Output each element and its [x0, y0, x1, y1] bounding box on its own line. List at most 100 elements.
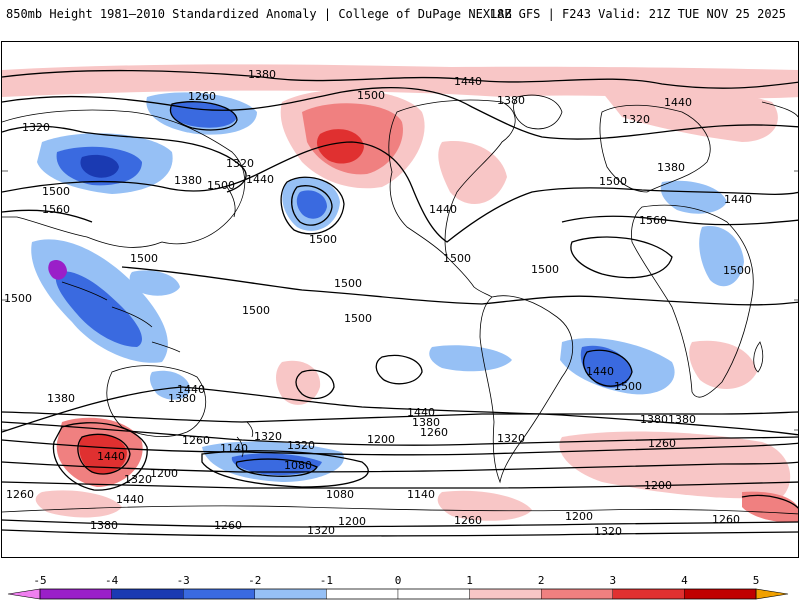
- japan-coast: [226, 186, 236, 218]
- colorbar-tick-label: 1: [466, 574, 473, 587]
- contour-label: 1260: [420, 426, 448, 439]
- map-title: 850mb Height 1981–2010 Standardized Anom…: [6, 7, 512, 21]
- contour-label: 1320: [124, 473, 152, 486]
- contour-label: 1320: [307, 524, 335, 537]
- colorbar-tick-label: -1: [319, 574, 334, 587]
- contour-label: 1320: [594, 525, 622, 538]
- colorbar-segment: [397, 588, 470, 600]
- antarctica-coast: [2, 505, 798, 515]
- contour-label: 1320: [622, 113, 650, 126]
- colorbar-segment: [254, 588, 327, 600]
- contour-label: 1560: [42, 203, 70, 216]
- anomaly-fill-southern-ocean-west: [35, 490, 123, 518]
- contour-label: 1440: [407, 406, 435, 419]
- anomaly-fill-north-pacific-ridge-center: [316, 129, 364, 164]
- contour-1200-south: [2, 481, 798, 489]
- greenland-coast: [513, 94, 563, 130]
- anomaly-fill-north-pacific-cutoff-core: [296, 190, 327, 219]
- colorbar-segment: [612, 588, 685, 600]
- contour-label: 1380: [657, 161, 685, 174]
- contour-label: 1320: [226, 157, 254, 170]
- contour-1140-south: [201, 450, 369, 488]
- colorbar-tick-label: -5: [33, 574, 47, 587]
- contour-label: 1380: [248, 68, 276, 81]
- contour-label: 1440: [586, 365, 614, 378]
- contour-label: 1500: [531, 263, 559, 276]
- contour-label: 1500: [4, 292, 32, 305]
- contour-1500-north: [2, 141, 798, 243]
- colorbar-segment: [326, 588, 399, 600]
- height-contours: [2, 69, 798, 537]
- colorbar-segment: [39, 588, 112, 600]
- map-panel[interactable]: 1380 1440 1260 1320 1500 1380 1320 1440 …: [1, 41, 799, 558]
- anomaly-fill-southern-ocean-trough-core: [231, 453, 322, 476]
- contour-label: 1500: [614, 380, 642, 393]
- contour-1260-bering: [169, 101, 238, 131]
- anomaly-fill-siberian-low-center: [80, 154, 119, 178]
- contour-label: 1260: [214, 519, 242, 532]
- colorbar-tick-label: -4: [104, 574, 119, 587]
- contour-1500-atlantic-high: [570, 236, 673, 279]
- colorbar-segments: [39, 588, 757, 600]
- anomaly-fill-east-pacific-tropics: [429, 345, 512, 372]
- contour-1500-south: [2, 386, 798, 436]
- contour-label: 1500: [723, 264, 751, 277]
- contour-label: 1080: [284, 459, 312, 472]
- contour-label: 1140: [220, 442, 248, 455]
- colorbar-tick-label: 0: [394, 574, 402, 587]
- anomaly-fill-south-atlantic-low-core: [580, 345, 632, 388]
- contour-label: 1200: [338, 515, 366, 528]
- contour-label: 1440: [97, 450, 125, 463]
- contour-label: 1500: [344, 312, 372, 325]
- colorbar-tick-label: -3: [176, 574, 190, 587]
- anomaly-fill-east-atlantic-trough: [660, 180, 727, 214]
- anomaly-fill-south-pacific-low-lat: [276, 360, 321, 405]
- contour-label: 1260: [712, 513, 740, 526]
- contour-1500-tropical: [121, 266, 798, 306]
- frame-ticks: [2, 170, 798, 431]
- contour-label: 1500: [309, 233, 337, 246]
- contour-1380-indian-high: [52, 422, 148, 491]
- contour-label: 1500: [599, 175, 627, 188]
- contour-label: 1380: [174, 174, 202, 187]
- indonesia-islands: [61, 281, 181, 353]
- colorbar-segment: [684, 588, 757, 600]
- south-america-coast: [479, 295, 574, 484]
- contour-label: 1260: [454, 514, 482, 527]
- contour-label: 1200: [565, 510, 593, 523]
- europe-coast: [599, 104, 711, 193]
- colorbar-tick-label: 5: [752, 574, 760, 587]
- colorbar-tick-label: -2: [248, 574, 262, 587]
- contour-label: 1320: [254, 430, 282, 443]
- contour-label: 1440: [664, 96, 692, 109]
- contour-1440-south: [2, 411, 798, 423]
- contour-label: 1440: [246, 173, 274, 186]
- colorbar-arrow-right: [755, 588, 789, 600]
- contour-label: 1380: [640, 413, 668, 426]
- contour-1260-south-far: [2, 519, 798, 528]
- anomaly-fill-maritime-continent-core: [55, 271, 142, 347]
- asia-coast-east: [761, 101, 798, 118]
- colorbar-segment: [541, 588, 614, 600]
- anomaly-fill-africa-interior: [699, 226, 744, 287]
- contour-1260-south: [2, 461, 798, 473]
- contour-1380-south: [2, 421, 798, 446]
- contour-label-layer: 1380 1440 1260 1320 1500 1380 1320 1440 …: [4, 68, 752, 538]
- contour-label: 1380: [168, 392, 196, 405]
- new-zealand-coast: [236, 421, 254, 458]
- coastlines: [2, 94, 798, 515]
- anomaly-fill-indian-ocean-small: [149, 370, 191, 400]
- anomaly-fill-africa-south: [689, 340, 757, 390]
- contour-label: 1260: [648, 437, 676, 450]
- contour-1440-indian-high: [77, 433, 131, 475]
- contour-label: 1380: [497, 94, 525, 107]
- colorbar-segment: [111, 588, 184, 600]
- contour-label: 1200: [367, 433, 395, 446]
- north-america-coast: [388, 99, 516, 259]
- colorbar-tick-label: 3: [609, 574, 617, 587]
- contour-label: 1500: [334, 277, 362, 290]
- colorbar-segment: [182, 588, 255, 600]
- contour-1380-antarctic-east: [741, 494, 798, 509]
- contour-label: 1500: [242, 304, 270, 317]
- header: 850mb Height 1981–2010 Standardized Anom…: [0, 0, 800, 26]
